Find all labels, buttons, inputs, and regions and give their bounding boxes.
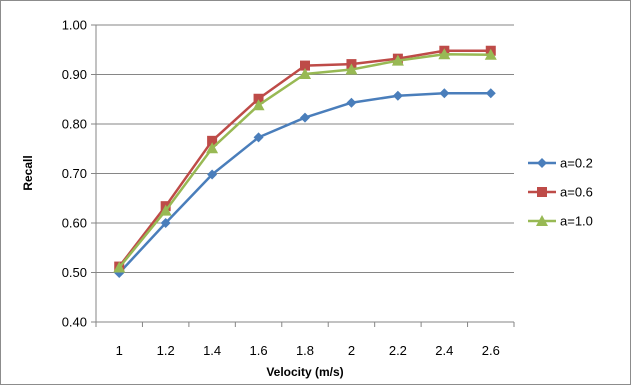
data-point [113, 261, 126, 273]
data-point [160, 218, 171, 228]
data-point [391, 54, 404, 66]
data-point [253, 93, 264, 104]
data-point [346, 97, 357, 108]
x-tick-label: 2 [348, 343, 355, 358]
legend-label: a=0.2 [560, 156, 593, 171]
legend-item: a=0.2 [528, 156, 593, 171]
legend-label: a=0.6 [560, 185, 593, 200]
series-a=0.6 [114, 45, 496, 272]
legend-item: a=1.0 [528, 214, 593, 229]
series-a=0.2 [114, 88, 496, 278]
data-point [299, 68, 311, 80]
x-tick-label: 1.6 [250, 343, 268, 358]
data-point [392, 90, 403, 101]
data-point [159, 204, 172, 216]
legend-marker [536, 215, 548, 226]
series-line [118, 49, 491, 268]
legend-marker [537, 187, 547, 197]
y-tick-labels: 0.40 0.50 0.60 0.70 0.80 0.90 1.00 [62, 18, 87, 330]
y-axis-title: Recall [21, 155, 35, 190]
data-point [484, 48, 497, 60]
x-tick-label: 1.4 [203, 343, 221, 358]
x-tick-label: 1.8 [296, 343, 314, 358]
y-tick-label: 0.80 [62, 117, 87, 132]
data-point [345, 63, 358, 75]
data-point [207, 169, 218, 180]
legend-label: a=1.0 [560, 214, 593, 229]
series-a=1.0 [113, 48, 497, 273]
series-group [113, 45, 497, 278]
y-tick-label: 0.50 [62, 265, 87, 280]
x-tick-label: 2.2 [389, 343, 407, 358]
axes [91, 24, 515, 327]
legend-marker [537, 158, 547, 168]
x-tick-label: 1 [116, 343, 123, 358]
y-tick-label: 1.00 [62, 18, 87, 33]
y-tick-label: 0.60 [62, 216, 87, 231]
data-point [206, 142, 219, 154]
y-tick-label: 0.40 [62, 315, 87, 330]
data-point [485, 88, 496, 99]
legend: a=0.2 a=0.6 a=1.0 [528, 156, 593, 229]
x-tick-label: 2.4 [435, 343, 453, 358]
series-line [118, 52, 491, 269]
data-point [300, 112, 310, 123]
data-point [439, 88, 450, 99]
x-axis-title: Velocity (m/s) [266, 365, 343, 379]
data-point [253, 132, 264, 143]
y-tick-label: 0.70 [62, 166, 87, 181]
x-tick-labels: 1 1.2 1.4 1.6 1.8 2 2.2 2.4 2.6 [116, 343, 500, 358]
data-point [300, 60, 310, 71]
data-point [438, 48, 451, 60]
data-point [252, 99, 265, 111]
x-tick-label: 1.2 [157, 343, 175, 358]
y-tick-label: 0.90 [62, 67, 87, 82]
x-tick-label: 2.6 [482, 343, 500, 358]
legend-item: a=0.6 [528, 185, 593, 200]
data-point [207, 135, 218, 146]
